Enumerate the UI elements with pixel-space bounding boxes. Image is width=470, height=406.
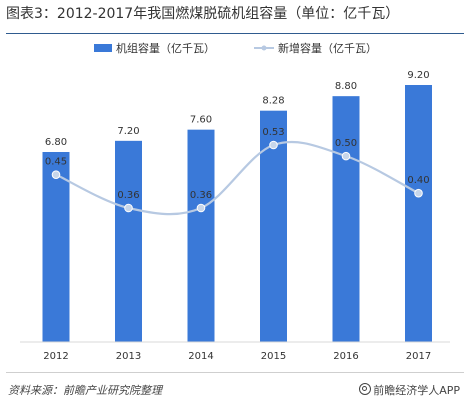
- line-value-label-2016: 0.50: [335, 138, 357, 149]
- line-value-label-2017: 0.40: [407, 175, 429, 186]
- line-value-label-2012: 0.45: [45, 157, 67, 168]
- bar-value-label-2016: 8.80: [335, 81, 357, 92]
- x-tick-label-2015: 2015: [261, 351, 286, 362]
- source-note: 资料来源：前瞻产业研究院整理: [8, 384, 162, 397]
- footer-divider: [6, 372, 464, 373]
- legend-bar-label: 机组容量（亿千瓦）: [116, 41, 215, 55]
- x-tick-label-2014: 2014: [188, 351, 213, 362]
- brand-logo-icon: [359, 383, 372, 395]
- legend-line-marker: [261, 45, 267, 51]
- line-value-label-2013: 0.36: [117, 190, 139, 201]
- bar-value-label-2015: 8.28: [262, 96, 284, 107]
- line-point-2012: [51, 170, 61, 179]
- x-axis-ticks: 2012 2013 2014 2015 2016 2017: [43, 351, 431, 362]
- bar-value-label-2017: 9.20: [407, 70, 429, 81]
- bar-value-label-2014: 7.60: [190, 115, 212, 126]
- bar-value-label-2013: 7.20: [117, 126, 139, 137]
- legend-bar-swatch: [94, 44, 112, 52]
- x-tick-label-2017: 2017: [406, 351, 431, 362]
- line-series: 0.45 0.36 0.36 0.53 0.50 0.40: [45, 127, 430, 216]
- title-divider: [6, 33, 464, 34]
- x-tick-label-2012: 2012: [43, 351, 68, 362]
- legend-line-label: 新增容量（亿千瓦）: [278, 41, 377, 55]
- x-tick-label-2013: 2013: [116, 351, 141, 362]
- line-point-2016: [341, 151, 351, 161]
- line-point-2013: [124, 203, 133, 213]
- chart-title: 图表3：2012-2017年我国燃煤脱硫机组容量（单位：亿千瓦）: [6, 6, 400, 22]
- line-point-2014: [196, 203, 206, 213]
- x-tick-label-2016: 2016: [333, 351, 358, 362]
- bar-2017: [405, 85, 432, 342]
- line-point-2015: [269, 140, 278, 150]
- chart-canvas: 机组容量（亿千瓦） 新增容量（亿千瓦） 6.80 7.20 7.60 8.28 8.80…: [20, 41, 450, 362]
- bar-2014: [187, 129, 215, 342]
- bar-2013: [115, 140, 142, 342]
- bar-value-label-2012: 6.80: [45, 137, 67, 148]
- legend: 机组容量（亿千瓦） 新增容量（亿千瓦）: [94, 41, 377, 55]
- brand-name: 前瞻经济学人APP: [373, 384, 460, 397]
- bar-2012: [42, 152, 70, 342]
- line-point-2017: [414, 188, 423, 198]
- brand-credit: 前瞻经济学人APP: [359, 382, 460, 398]
- bar-series: 6.80 7.20 7.60 8.28 8.80 9.20: [42, 70, 432, 343]
- line-value-label-2014: 0.36: [190, 190, 212, 201]
- line-value-label-2015: 0.53: [262, 127, 284, 138]
- line-path-new-capacity: [55, 140, 420, 216]
- bar-2016: [332, 96, 360, 343]
